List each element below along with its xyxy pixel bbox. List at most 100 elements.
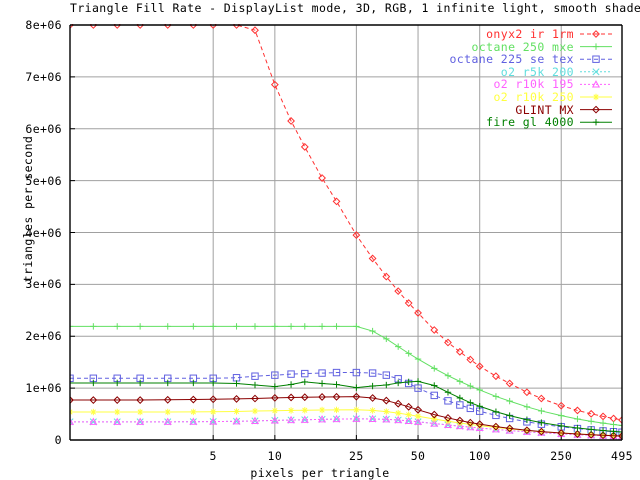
x-axis-tick-label: 5 bbox=[209, 449, 217, 463]
data-point-marker bbox=[368, 369, 377, 377]
data-point-marker bbox=[404, 299, 413, 307]
data-point-marker bbox=[332, 368, 341, 377]
y-axis-tick-label: 3e+06 bbox=[25, 277, 62, 292]
data-point-marker bbox=[369, 382, 376, 390]
data-point-marker bbox=[114, 408, 121, 416]
data-point-marker bbox=[209, 323, 217, 330]
data-point-marker bbox=[301, 369, 309, 378]
data-point-marker bbox=[431, 365, 438, 372]
x-axis-label: pixels per triangle bbox=[250, 466, 390, 480]
data-point-marker bbox=[476, 403, 483, 410]
data-point-marker bbox=[476, 386, 483, 394]
data-point-marker bbox=[404, 402, 413, 411]
data-point-marker bbox=[383, 381, 390, 389]
data-point-marker bbox=[558, 422, 565, 430]
data-point-marker bbox=[287, 117, 295, 125]
data-point-marker bbox=[113, 417, 122, 425]
data-point-marker bbox=[492, 422, 500, 431]
data-point-marker bbox=[287, 381, 295, 388]
data-point-marker bbox=[394, 379, 402, 387]
data-point-marker bbox=[251, 381, 259, 389]
data-point-marker bbox=[333, 406, 340, 414]
data-point-marker bbox=[610, 428, 617, 435]
data-point-marker bbox=[394, 399, 403, 408]
data-point-marker bbox=[505, 379, 514, 388]
data-point-marker bbox=[189, 24, 198, 29]
data-point-marker bbox=[456, 378, 464, 385]
data-point-marker bbox=[431, 382, 438, 389]
data-point-marker bbox=[270, 393, 279, 402]
data-point-marker bbox=[114, 379, 121, 387]
data-point-marker bbox=[618, 416, 622, 424]
data-point-marker bbox=[523, 416, 531, 423]
data-point-marker bbox=[466, 422, 475, 431]
y-axis-tick-label: 0 bbox=[54, 433, 62, 447]
data-point-marker bbox=[506, 397, 513, 405]
data-point-marker bbox=[592, 93, 600, 101]
data-point-marker bbox=[70, 396, 74, 404]
data-point-marker bbox=[353, 406, 360, 414]
data-point-marker bbox=[90, 408, 97, 416]
data-point-marker bbox=[404, 416, 413, 424]
data-point-marker bbox=[90, 323, 97, 330]
data-point-marker bbox=[233, 323, 240, 330]
data-point-marker bbox=[431, 415, 438, 423]
data-point-marker bbox=[382, 415, 391, 423]
data-point-marker bbox=[352, 414, 361, 422]
data-point-marker bbox=[382, 272, 391, 281]
data-point-marker bbox=[455, 421, 464, 430]
data-point-marker bbox=[405, 411, 412, 418]
data-point-marker bbox=[287, 370, 295, 378]
data-point-marker bbox=[466, 418, 475, 427]
data-point-marker bbox=[136, 417, 145, 425]
data-point-marker bbox=[414, 384, 422, 392]
data-point-marker bbox=[232, 395, 241, 403]
legend-label-o2-r10k-195: o2 r10k 195 bbox=[493, 77, 574, 92]
data-point-marker bbox=[318, 406, 326, 414]
data-point-marker bbox=[574, 415, 581, 423]
data-point-marker bbox=[405, 378, 412, 386]
data-point-marker bbox=[557, 429, 566, 437]
data-point-marker bbox=[287, 407, 295, 414]
data-point-marker bbox=[70, 417, 75, 425]
data-point-marker bbox=[505, 424, 514, 433]
y-axis-tick-label: 5e+06 bbox=[25, 173, 62, 188]
data-point-marker bbox=[430, 419, 439, 427]
data-point-marker bbox=[592, 43, 600, 50]
x-axis-tick-label: 25 bbox=[349, 449, 364, 463]
data-point-marker bbox=[592, 30, 600, 38]
series-line bbox=[70, 396, 622, 437]
data-point-marker bbox=[271, 323, 279, 330]
data-point-marker bbox=[113, 24, 122, 29]
data-point-marker bbox=[300, 415, 309, 423]
data-point-marker bbox=[368, 254, 377, 263]
data-point-marker bbox=[163, 395, 172, 404]
data-point-marker bbox=[353, 384, 360, 391]
data-point-marker bbox=[209, 395, 218, 404]
data-point-marker bbox=[382, 396, 391, 405]
data-point-marker bbox=[287, 415, 296, 424]
data-point-marker bbox=[537, 427, 546, 436]
data-point-marker bbox=[618, 432, 622, 440]
series-line bbox=[70, 380, 622, 433]
legend-label-glint-mx: GLINT MX bbox=[515, 102, 574, 117]
data-point-marker bbox=[430, 410, 439, 419]
data-point-marker bbox=[90, 379, 97, 387]
data-point-marker bbox=[414, 405, 422, 414]
data-point-marker bbox=[163, 417, 172, 425]
data-point-marker bbox=[456, 401, 464, 409]
data-point-marker bbox=[353, 323, 360, 330]
data-point-marker bbox=[251, 323, 259, 330]
data-point-marker bbox=[164, 408, 171, 416]
data-point-marker bbox=[538, 419, 545, 426]
data-point-marker bbox=[599, 427, 607, 434]
data-point-marker bbox=[271, 383, 279, 390]
data-point-marker bbox=[113, 396, 122, 404]
data-point-marker bbox=[537, 394, 546, 403]
data-point-marker bbox=[287, 323, 295, 330]
data-point-marker bbox=[70, 379, 74, 387]
data-point-marker bbox=[610, 421, 617, 428]
legend-label-octane-225-se-tex: octane 225 se tex bbox=[449, 52, 574, 67]
